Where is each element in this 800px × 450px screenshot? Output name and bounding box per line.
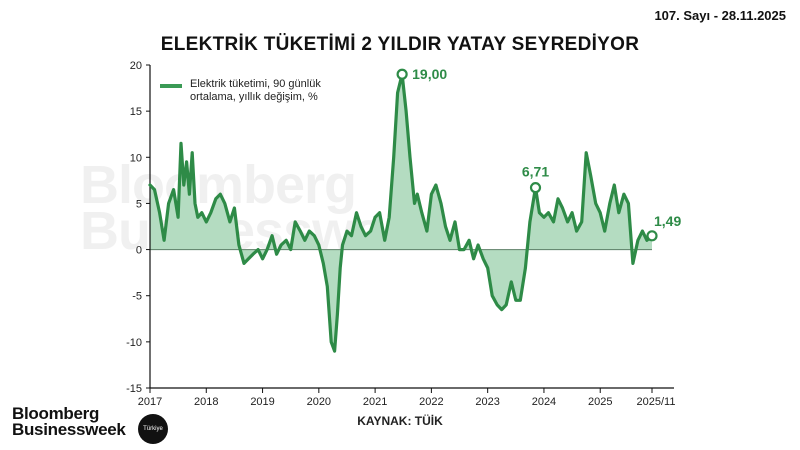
annotation-label: 1,49 bbox=[654, 213, 681, 229]
legend-line-2: ortalama, yıllık değişim, % bbox=[190, 91, 318, 103]
annotation-marker bbox=[396, 68, 408, 80]
x-tick-label: 2022 bbox=[419, 396, 443, 408]
annotation-marker bbox=[529, 182, 542, 194]
region-badge: Türkiye bbox=[138, 414, 168, 444]
annotation-marker bbox=[646, 230, 658, 242]
annotation-label: 6,71 bbox=[522, 164, 549, 180]
brand-logo: Bloomberg Businessweek bbox=[12, 404, 126, 439]
source-note: KAYNAK: TÜİK bbox=[357, 414, 443, 428]
annotation-label: 19,00 bbox=[412, 66, 447, 82]
x-tick-label: 2023 bbox=[475, 396, 499, 408]
y-tick-label: 15 bbox=[130, 106, 142, 118]
x-tick-label: 2025 bbox=[588, 396, 612, 408]
brand-line-2: Businessweek bbox=[12, 420, 126, 439]
x-tick-label: 2018 bbox=[194, 396, 218, 408]
y-tick-label: 0 bbox=[136, 245, 142, 257]
y-tick-label: 5 bbox=[136, 198, 142, 210]
brand-line-1: Bloomberg bbox=[12, 404, 100, 423]
y-tick-label: 10 bbox=[130, 152, 142, 164]
series-line bbox=[148, 72, 654, 353]
y-tick-label: -15 bbox=[126, 383, 142, 395]
x-tick-label: 2017 bbox=[138, 396, 162, 408]
y-tick-label: -10 bbox=[126, 337, 142, 349]
legend: Elektrik tüketimi, 90 günlük ortalama, y… bbox=[160, 78, 321, 104]
x-tick-label: 2024 bbox=[532, 396, 556, 408]
legend-swatch bbox=[160, 84, 182, 88]
y-tick-label: -5 bbox=[132, 291, 142, 303]
x-tick-label: 2020 bbox=[307, 396, 331, 408]
legend-text: Elektrik tüketimi, 90 günlük ortalama, y… bbox=[190, 78, 321, 104]
y-tick-label: 20 bbox=[130, 60, 142, 72]
x-tick-label: 2025/11 bbox=[637, 396, 676, 408]
legend-line-1: Elektrik tüketimi, 90 günlük bbox=[190, 78, 321, 90]
x-tick-label: 2021 bbox=[363, 396, 387, 408]
chart-title: ELEKTRİK TÜKETİMİ 2 YILDIR YATAY SEYREDİ… bbox=[160, 34, 640, 55]
issue-date: 107. Sayı - 28.11.2025 bbox=[654, 8, 786, 23]
x-tick-label: 2019 bbox=[250, 396, 274, 408]
series-area bbox=[150, 74, 652, 352]
